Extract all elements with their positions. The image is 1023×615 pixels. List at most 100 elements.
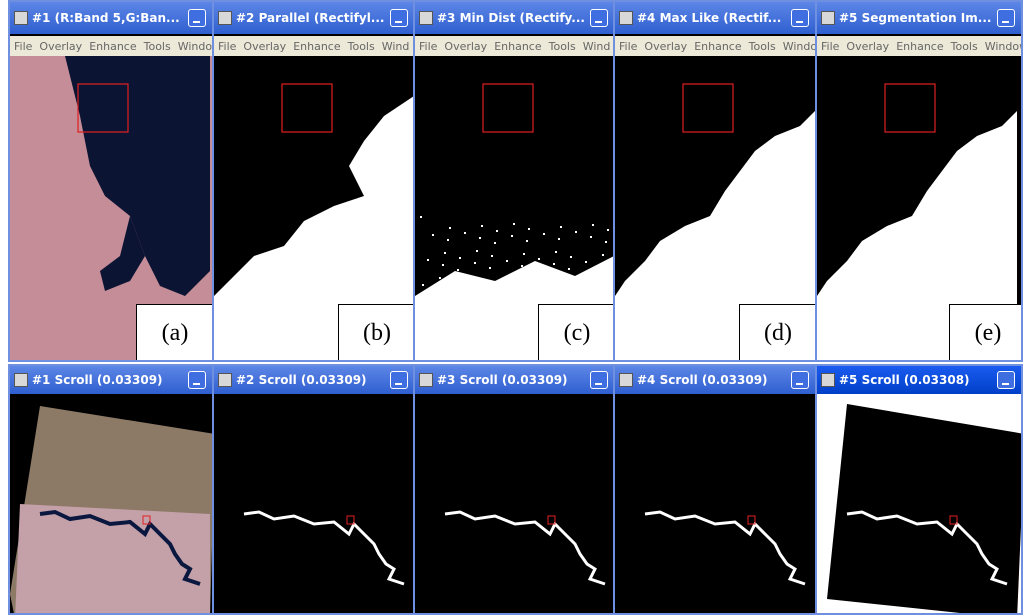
image-window: #1 (R:Band 5,G:Ban... File Overlay Enhance T…: [8, 0, 214, 362]
speckle: [602, 254, 604, 256]
minimize-glyph: [595, 383, 602, 385]
scene: [827, 404, 1023, 615]
speckle: [548, 288, 550, 290]
speckle: [605, 241, 607, 243]
menu-item[interactable]: Overlay: [39, 40, 82, 53]
speckle: [474, 262, 476, 264]
speckle: [563, 293, 565, 295]
speckle: [506, 260, 508, 262]
menu-item[interactable]: Tools: [348, 40, 375, 53]
window-icon: [14, 373, 28, 387]
title-bar: #5 Scroll (0.03308): [817, 366, 1021, 394]
speckle: [420, 216, 422, 218]
speckle: [447, 239, 449, 241]
menu-item[interactable]: Enhance: [89, 40, 136, 53]
scroll-window: #4 Scroll (0.03309): [613, 364, 817, 615]
background: [615, 394, 815, 615]
minimize-button[interactable]: [390, 371, 408, 389]
speckle: [442, 264, 444, 266]
speckle: [585, 261, 587, 263]
speckle: [432, 234, 434, 236]
menu-item[interactable]: File: [419, 40, 437, 53]
speckle: [464, 232, 466, 234]
menu-item[interactable]: Overlay: [644, 40, 687, 53]
title-bar: #1 (R:Band 5,G:Ban...: [10, 2, 212, 34]
speckle: [444, 252, 446, 254]
speckle: [533, 283, 535, 285]
image-window: #4 Max Like (Rectif... File Overlay Enhance…: [613, 0, 817, 362]
minimize-button[interactable]: [590, 371, 608, 389]
window-title: #3 Min Dist (Rectify...: [437, 11, 585, 25]
menu-item[interactable]: Overlay: [243, 40, 286, 53]
speckle: [565, 281, 567, 283]
menu-item[interactable]: Tools: [951, 40, 978, 53]
menu-item[interactable]: Tools: [749, 40, 776, 53]
title-bar: #3 Scroll (0.03309): [415, 366, 614, 394]
menu-item[interactable]: File: [218, 40, 236, 53]
minimize-button[interactable]: [188, 9, 206, 27]
window-title: #5 Scroll (0.03308): [839, 373, 970, 387]
menu-item[interactable]: Enhance: [293, 40, 340, 53]
speckle: [516, 290, 518, 292]
image-window: #2 Parallel (Rectifyl...FileOverlayEnhan…: [212, 0, 416, 362]
window-icon: [218, 11, 232, 25]
scroll-window: #1 Scroll (0.03309): [8, 364, 214, 615]
menu-item[interactable]: Window: [985, 40, 1021, 53]
menu-item[interactable]: Tools: [549, 40, 576, 53]
window-title: #3 Scroll (0.03309): [437, 373, 568, 387]
window-icon: [419, 11, 433, 25]
speckle: [457, 269, 459, 271]
title-bar: #5 Segmentation Im...: [817, 2, 1021, 34]
minimize-glyph: [395, 383, 402, 385]
window-title: #5 Segmentation Im...: [839, 11, 991, 25]
speckle: [484, 292, 486, 294]
speckle: [469, 287, 471, 289]
menu-item[interactable]: Overlay: [846, 40, 889, 53]
speckle: [597, 279, 599, 281]
scroll-view: [817, 394, 1023, 615]
window-icon: [821, 373, 835, 387]
minimize-button[interactable]: [997, 371, 1015, 389]
menu-bar: File Overlay Enhance Tools Wind: [214, 36, 414, 56]
speckle: [491, 255, 493, 257]
speckle: [501, 285, 503, 287]
menu-item[interactable]: Enhance: [694, 40, 741, 53]
menu-bar: File Overlay Enhance Tools Wind: [415, 36, 614, 56]
menu-item[interactable]: Wind: [382, 40, 410, 53]
panel-label: (d): [739, 304, 817, 362]
menu-item[interactable]: File: [821, 40, 839, 53]
panel-label: (c): [538, 304, 616, 362]
speckle: [481, 225, 483, 227]
speckle: [560, 226, 562, 228]
minimize-button[interactable]: [997, 9, 1015, 27]
window-icon: [619, 11, 633, 25]
speckle: [558, 238, 560, 240]
menu-item[interactable]: Tools: [144, 40, 171, 53]
menu-item[interactable]: File: [619, 40, 637, 53]
minimize-button[interactable]: [791, 371, 809, 389]
minimize-button[interactable]: [590, 9, 608, 27]
title-bar: #4 Scroll (0.03309): [615, 366, 815, 394]
menu-item[interactable]: Enhance: [494, 40, 541, 53]
speckle: [568, 268, 570, 270]
scroll-window: #3 Scroll (0.03309): [413, 364, 616, 615]
speckle: [486, 280, 488, 282]
speckle: [513, 223, 515, 225]
speckle: [479, 237, 481, 239]
menu-item[interactable]: Overlay: [444, 40, 487, 53]
background: [214, 394, 414, 615]
speckle: [553, 263, 555, 265]
menu-item[interactable]: File: [14, 40, 32, 53]
minimize-button[interactable]: [791, 9, 809, 27]
menu-item[interactable]: Windo: [783, 40, 815, 53]
speckle: [526, 240, 528, 242]
title-bar: #4 Max Like (Rectif...: [615, 2, 815, 34]
menu-item[interactable]: Enhance: [896, 40, 943, 53]
minimize-button[interactable]: [390, 9, 408, 27]
speckle: [523, 253, 525, 255]
scroll-view: [214, 394, 414, 615]
window-icon: [419, 373, 433, 387]
menu-item[interactable]: Windo: [178, 40, 212, 53]
menu-item[interactable]: Wind: [583, 40, 611, 53]
minimize-button[interactable]: [188, 371, 206, 389]
